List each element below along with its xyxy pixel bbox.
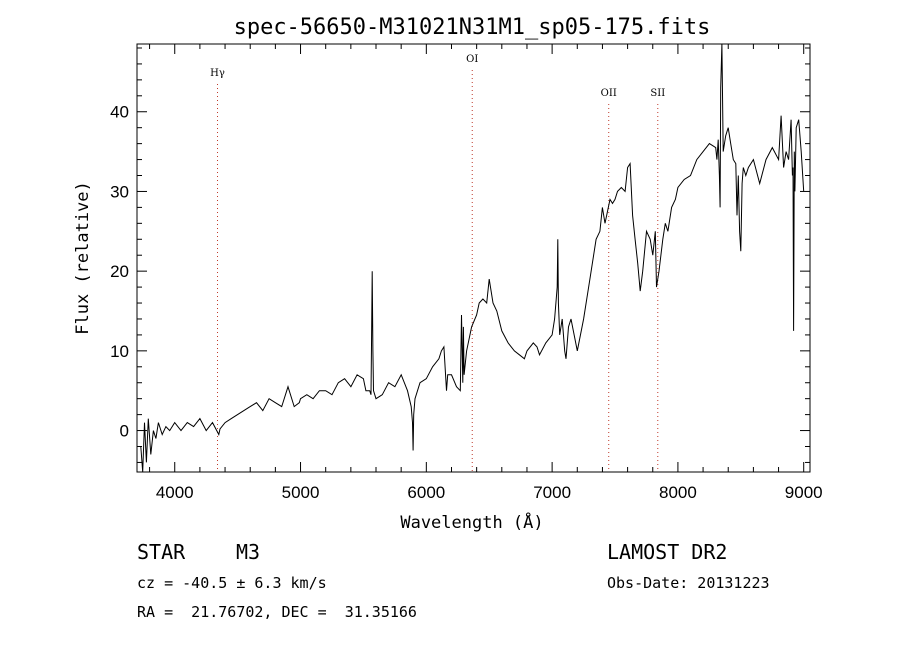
x-tick-label: 5000 bbox=[282, 483, 320, 502]
spectral-line-markers: Hγ OI OII SII bbox=[210, 54, 665, 472]
observation-date: Obs-Date: 20131223 bbox=[607, 574, 770, 592]
chart-title: spec-56650-M31021N31M1_sp05-175.fits bbox=[234, 15, 711, 40]
object-class: STAR bbox=[137, 540, 186, 564]
line-label-1: Hγ bbox=[210, 68, 225, 79]
x-axis: 4000 5000 6000 7000 8000 9000 bbox=[149, 44, 823, 502]
x-tick-label: 8000 bbox=[659, 483, 697, 502]
y-axis: 0 10 20 30 40 bbox=[110, 47, 810, 463]
y-axis-label: Flux (relative) bbox=[73, 181, 93, 335]
x-tick-label: 4000 bbox=[156, 483, 194, 502]
plot-frame bbox=[136, 43, 811, 473]
line-label-3: OII bbox=[601, 88, 617, 99]
x-tick-label: 9000 bbox=[785, 483, 823, 502]
redshift-velocity: cz = -40.5 ± 6.3 km/s bbox=[137, 574, 327, 592]
line-label-4: SII bbox=[650, 88, 665, 99]
y-tick-label: 30 bbox=[110, 182, 129, 201]
x-axis-label: Wavelength (Å) bbox=[400, 511, 543, 533]
object-subclass: M3 bbox=[236, 540, 261, 564]
y-tick-label: 10 bbox=[110, 342, 129, 361]
x-tick-label: 7000 bbox=[533, 483, 571, 502]
y-tick-label: 0 bbox=[120, 422, 129, 441]
survey-name: LAMOST DR2 bbox=[607, 540, 728, 564]
y-tick-label: 20 bbox=[110, 262, 129, 281]
y-tick-label: 40 bbox=[110, 103, 129, 122]
spectrum-line bbox=[140, 43, 805, 473]
sky-coordinates: RA = 21.76702, DEC = 31.35166 bbox=[137, 603, 417, 621]
line-label-2: OI bbox=[466, 54, 478, 65]
x-tick-label: 6000 bbox=[407, 483, 445, 502]
